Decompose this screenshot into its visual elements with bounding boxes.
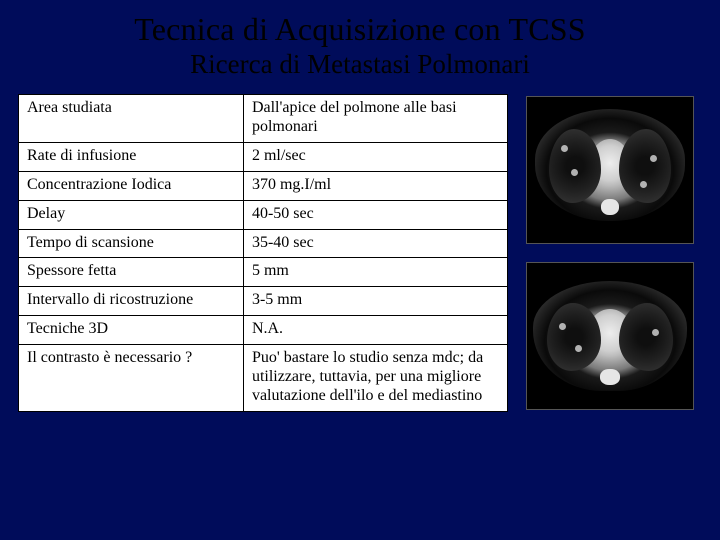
param-value: 370 mg.I/ml bbox=[243, 171, 507, 200]
param-value: Dall'apice del polmone alle basi polmona… bbox=[243, 95, 507, 143]
param-value: 35-40 sec bbox=[243, 229, 507, 258]
table-row: Tempo di scansione35-40 sec bbox=[19, 229, 508, 258]
parameters-table-body: Area studiataDall'apice del polmone alle… bbox=[19, 95, 508, 412]
param-value: 5 mm bbox=[243, 258, 507, 287]
table-row: Area studiataDall'apice del polmone alle… bbox=[19, 95, 508, 143]
param-label: Il contrasto è necessario ? bbox=[19, 345, 244, 412]
param-value: 2 ml/sec bbox=[243, 142, 507, 171]
table-row: Intervallo di ricostruzione3-5 mm bbox=[19, 287, 508, 316]
slide: Tecnica di Acquisizione con TCSS Ricerca… bbox=[0, 0, 720, 540]
table-row: Tecniche 3DN.A. bbox=[19, 316, 508, 345]
param-label: Tempo di scansione bbox=[19, 229, 244, 258]
param-value: N.A. bbox=[243, 316, 507, 345]
ct-scan-image bbox=[526, 262, 694, 410]
content: Area studiataDall'apice del polmone alle… bbox=[18, 94, 702, 412]
param-value: Puo' bastare lo studio senza mdc; da uti… bbox=[243, 345, 507, 412]
param-label: Area studiata bbox=[19, 95, 244, 143]
title-main: Tecnica di Acquisizione con TCSS bbox=[18, 12, 702, 47]
ct-scan-image bbox=[526, 96, 694, 244]
param-value: 40-50 sec bbox=[243, 200, 507, 229]
table-row: Spessore fetta5 mm bbox=[19, 258, 508, 287]
ct-images-column bbox=[518, 94, 702, 410]
table-row: Il contrasto è necessario ?Puo' bastare … bbox=[19, 345, 508, 412]
param-label: Rate di infusione bbox=[19, 142, 244, 171]
title-block: Tecnica di Acquisizione con TCSS Ricerca… bbox=[18, 12, 702, 80]
param-label: Tecniche 3D bbox=[19, 316, 244, 345]
param-label: Spessore fetta bbox=[19, 258, 244, 287]
table-row: Rate di infusione2 ml/sec bbox=[19, 142, 508, 171]
parameters-table-wrap: Area studiataDall'apice del polmone alle… bbox=[18, 94, 508, 412]
table-row: Delay40-50 sec bbox=[19, 200, 508, 229]
parameters-table: Area studiataDall'apice del polmone alle… bbox=[18, 94, 508, 412]
title-sub: Ricerca di Metastasi Polmonari bbox=[18, 49, 702, 80]
param-label: Intervallo di ricostruzione bbox=[19, 287, 244, 316]
param-label: Concentrazione Iodica bbox=[19, 171, 244, 200]
param-value: 3-5 mm bbox=[243, 287, 507, 316]
param-label: Delay bbox=[19, 200, 244, 229]
table-row: Concentrazione Iodica370 mg.I/ml bbox=[19, 171, 508, 200]
